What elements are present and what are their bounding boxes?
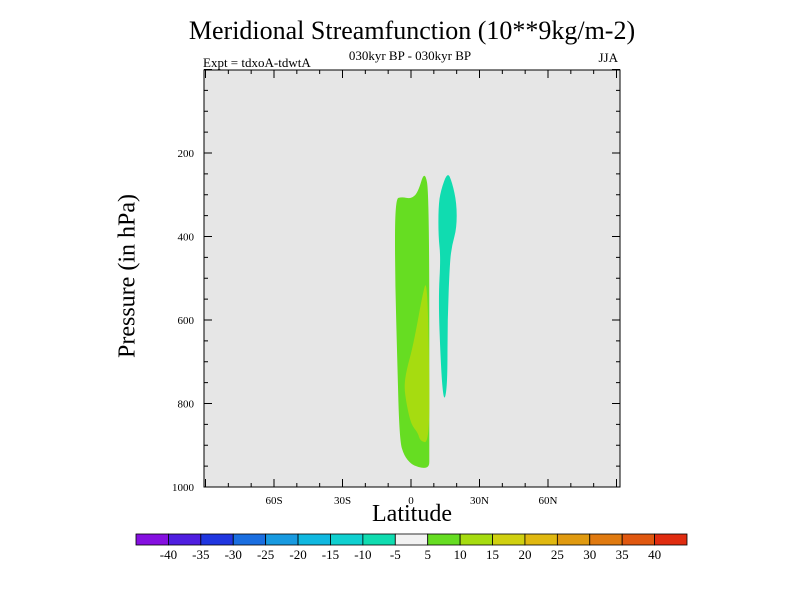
y-tick-label: 1000: [172, 482, 195, 494]
colorbar-box: [168, 533, 202, 546]
colorbar-label: -10: [354, 547, 371, 562]
colorbar-label: 5: [424, 547, 431, 562]
chart-title: Meridional Streamfunction (10**9kg/m-2): [188, 16, 636, 45]
colorbar-box: [654, 533, 688, 546]
colorbar-label: -5: [390, 547, 401, 562]
colorbar-label: -30: [225, 547, 242, 562]
colorbar-label: 35: [616, 547, 629, 562]
colorbar-box: [297, 533, 331, 546]
chart-subtitle-center: 030kyr BP - 030kyr BP: [348, 48, 472, 63]
colorbar-label: 30: [583, 547, 596, 562]
chart-subtitle-left: Expt = tdxoA-tdwtA: [203, 55, 311, 70]
colorbar-box: [232, 533, 267, 546]
colorbar-box: [556, 533, 591, 546]
colorbar-box: [621, 533, 655, 546]
x-tick-label: 60S: [265, 495, 282, 507]
colorbar: -40 -35 -30 -25 -20 -15 -10 -5 5 10 15 20 25 30 35 40: [135, 533, 688, 562]
y-tick-label: 400: [178, 232, 195, 244]
colorbar-box: [200, 533, 234, 546]
contour-region-2: [404, 285, 430, 443]
plot-frame: [203, 69, 621, 488]
colorbar-label: -20: [289, 547, 306, 562]
colorbar-label: -40: [160, 547, 177, 562]
y-tick-label: 800: [178, 399, 195, 411]
colorbar-box: [459, 533, 493, 546]
colorbar-box: [135, 533, 169, 546]
colorbar-label: 40: [648, 547, 661, 562]
colorbar-box: [492, 533, 526, 546]
colorbar-box: [589, 533, 623, 546]
colorbar-label: 20: [518, 547, 531, 562]
colorbar-box: [394, 533, 429, 546]
chart-subtitle-right: JJA: [598, 50, 618, 65]
colorbar-label: -25: [257, 547, 274, 562]
x-axis-title: Latitude: [372, 501, 452, 527]
contour-regions: [395, 175, 457, 468]
x-tick-label: 30N: [470, 495, 489, 507]
y-tick-label: 200: [178, 148, 195, 160]
x-tick-label: 30S: [334, 495, 351, 507]
axis-ticks: 60S 30S 0 30N 60N 200 400 600 800 1000: [172, 69, 620, 507]
colorbar-box: [265, 533, 299, 546]
x-tick-label: 60N: [539, 495, 558, 507]
colorbar-box: [362, 533, 396, 546]
colorbar-label: 15: [486, 547, 499, 562]
colorbar-label: -15: [322, 547, 339, 562]
colorbar-box: [330, 533, 364, 546]
colorbar-label: -35: [192, 547, 209, 562]
colorbar-label: 25: [551, 547, 564, 562]
x-tick-label: 0: [408, 495, 414, 507]
contour-region-3: [438, 175, 457, 398]
y-tick-label: 600: [178, 315, 195, 327]
colorbar-box: [524, 533, 558, 546]
colorbar-label: 10: [454, 547, 467, 562]
colorbar-box: [427, 533, 461, 546]
